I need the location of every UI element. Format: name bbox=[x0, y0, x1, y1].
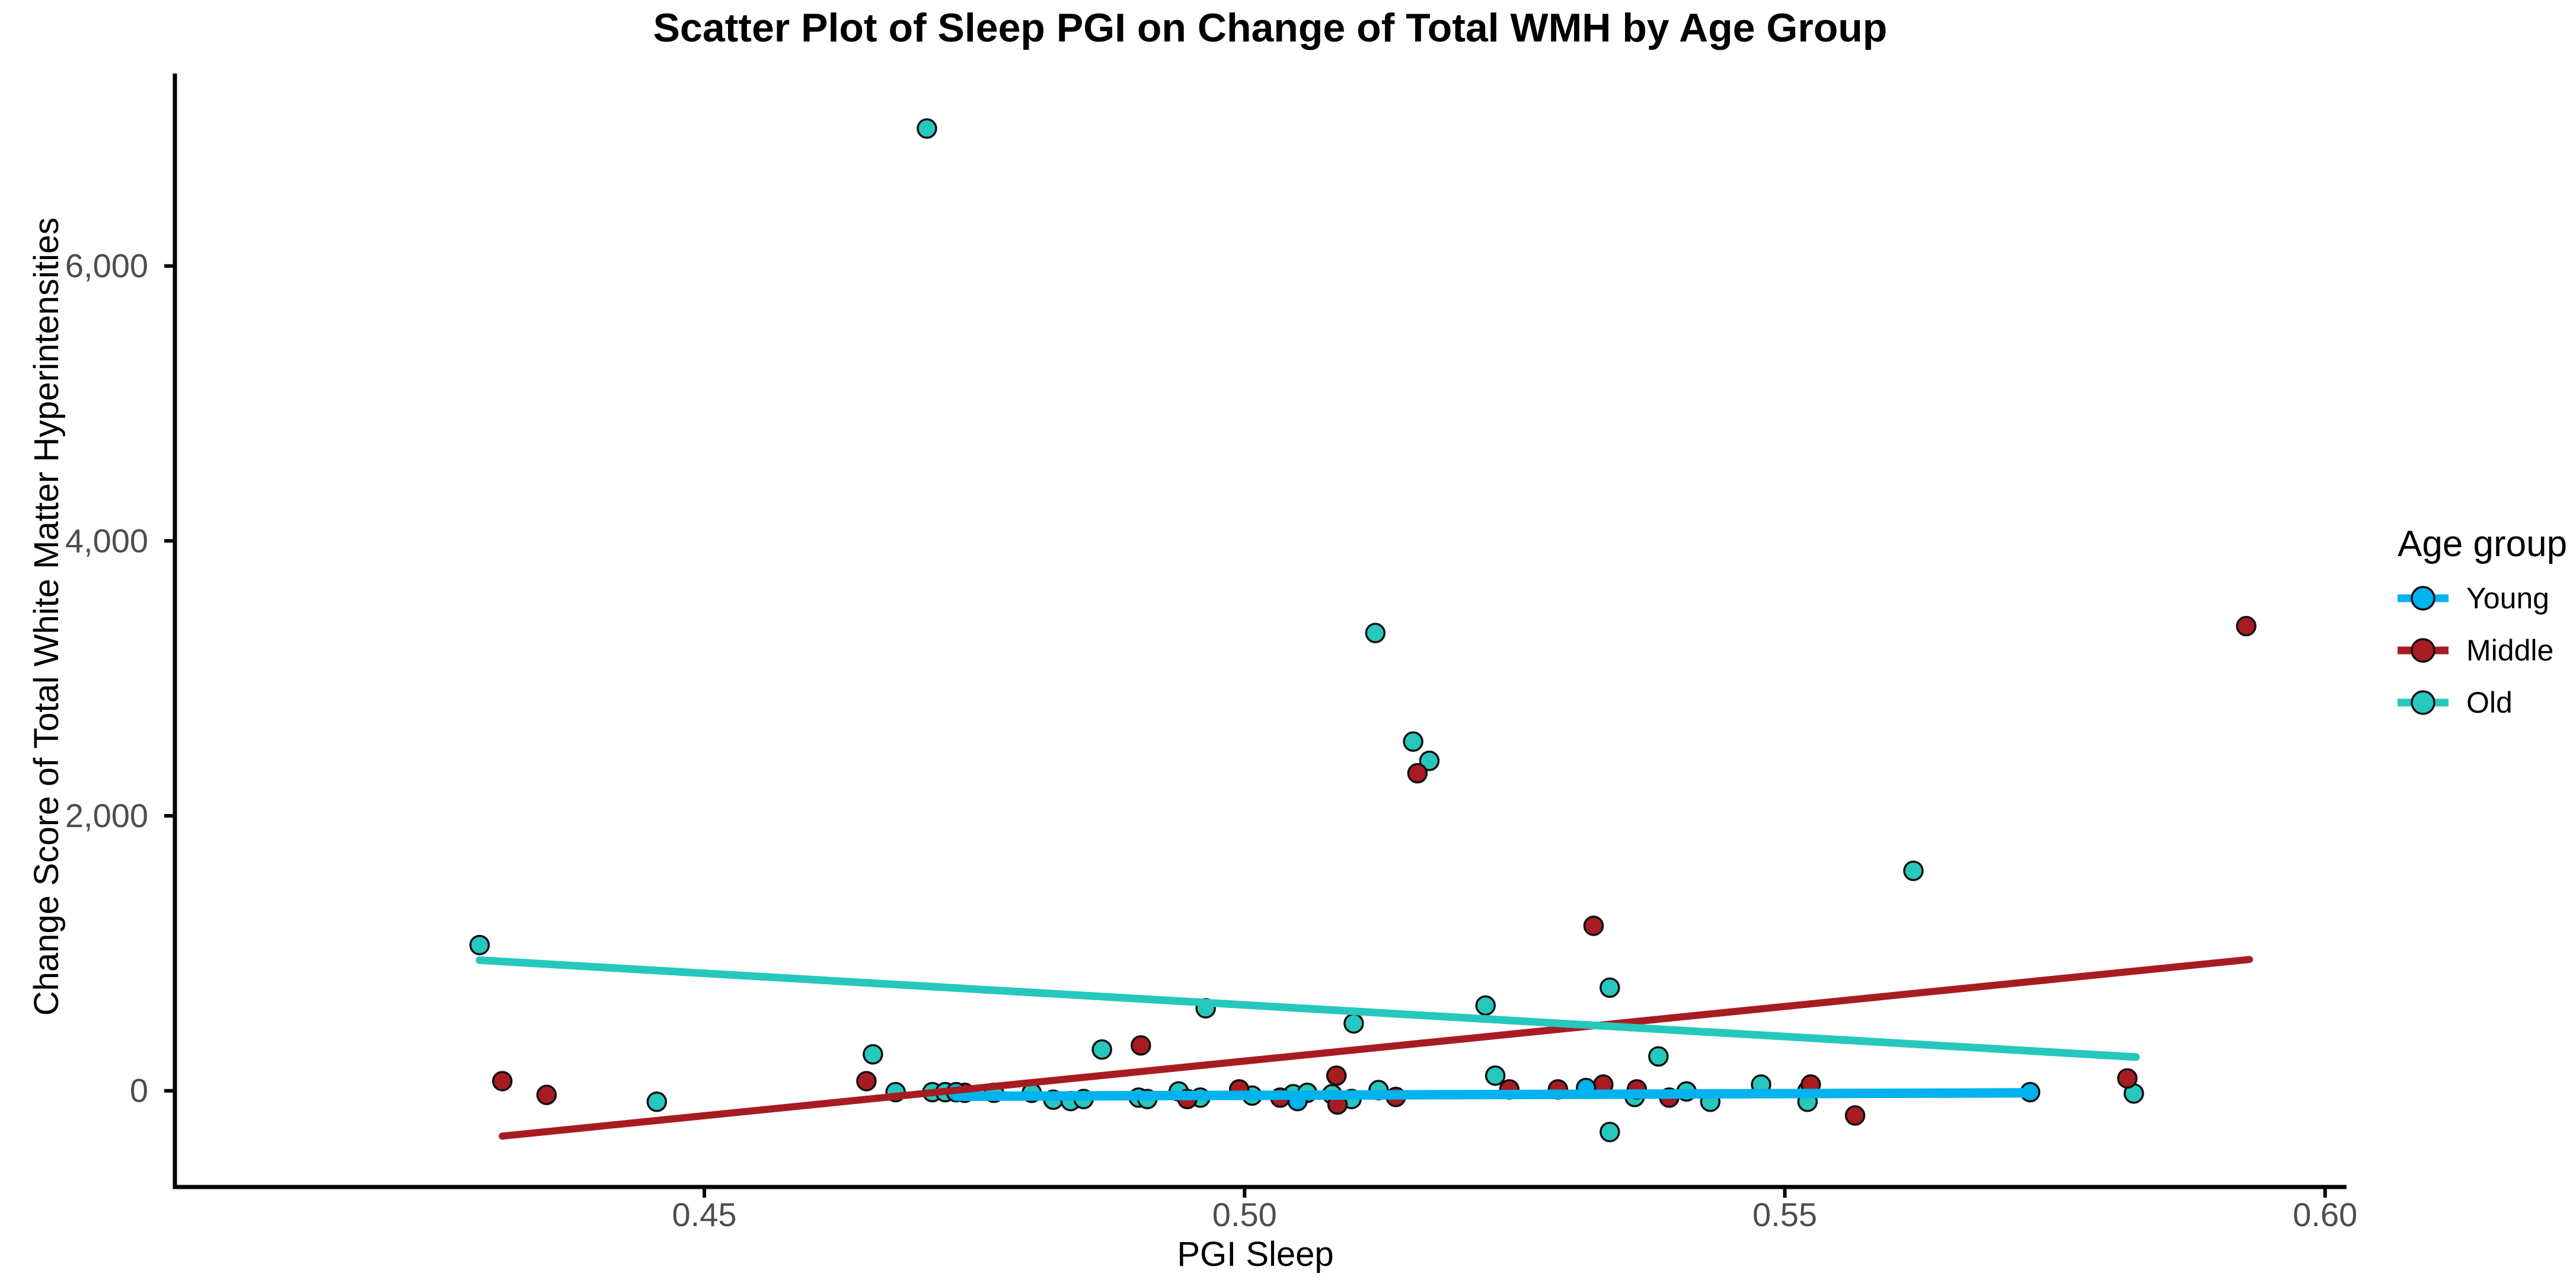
data-point-middle bbox=[1131, 1035, 1151, 1056]
data-point-old bbox=[1091, 1039, 1112, 1060]
legend-title: Age group bbox=[2398, 524, 2568, 564]
data-point-old bbox=[1343, 1013, 1364, 1034]
legend-key-icon bbox=[2398, 690, 2449, 715]
data-point-old bbox=[1403, 731, 1423, 752]
data-point-old bbox=[863, 1044, 883, 1065]
y-tick-label: 0 bbox=[130, 1072, 148, 1109]
y-tick-label: 2,000 bbox=[65, 797, 148, 834]
data-point-old bbox=[1600, 1122, 1620, 1143]
legend-entry-young: Young bbox=[2398, 582, 2567, 615]
data-point-middle bbox=[1583, 915, 1604, 936]
legend-key-icon bbox=[2398, 638, 2449, 663]
x-tick-label: 0.45 bbox=[672, 1196, 737, 1233]
trend-line-middle bbox=[499, 956, 2253, 1140]
data-point-middle bbox=[491, 1071, 513, 1092]
legend-key-icon bbox=[2398, 586, 2449, 611]
data-point-old bbox=[469, 934, 490, 956]
x-tick-label: 0.55 bbox=[1753, 1196, 1817, 1233]
data-point-middle bbox=[2117, 1068, 2138, 1089]
data-point-old bbox=[1648, 1046, 1669, 1067]
data-point-old bbox=[917, 118, 937, 139]
data-point-middle bbox=[856, 1071, 877, 1092]
data-point-old bbox=[646, 1092, 668, 1112]
x-axis-title: PGI Sleep bbox=[1177, 1235, 1334, 1274]
legend-label: Young bbox=[2466, 582, 2549, 615]
legend-label: Middle bbox=[2466, 634, 2554, 667]
trend-line-young bbox=[951, 1088, 2035, 1101]
legend-label: Old bbox=[2466, 686, 2513, 719]
data-point-old bbox=[1600, 977, 1620, 998]
x-tick-label: 0.60 bbox=[2293, 1196, 2357, 1233]
data-point-old bbox=[1475, 995, 1496, 1016]
data-point-middle bbox=[2236, 615, 2256, 637]
data-point-middle bbox=[536, 1084, 557, 1105]
y-tick-label: 6,000 bbox=[65, 247, 148, 285]
y-axis-title: Change Score of Total White Matter Hyper… bbox=[27, 217, 66, 1016]
y-tick-label: 4,000 bbox=[65, 522, 148, 559]
data-point-old bbox=[1903, 860, 1924, 881]
legend-entry-old: Old bbox=[2398, 686, 2567, 719]
trend-line-old bbox=[475, 956, 2140, 1061]
legend: Age group Young Middle Old bbox=[2398, 523, 2567, 742]
legend-entry-middle: Middle bbox=[2398, 634, 2567, 667]
data-point-middle bbox=[1844, 1105, 1866, 1126]
data-point-old bbox=[1365, 623, 1386, 643]
legend-entries: Young Middle Old bbox=[2398, 582, 2567, 719]
data-point-middle bbox=[1407, 762, 1428, 784]
data-point-old bbox=[1419, 751, 1440, 771]
data-point-old bbox=[1485, 1065, 1506, 1086]
plot-title: Scatter Plot of Sleep PGI on Change of T… bbox=[653, 5, 1888, 50]
data-point-middle bbox=[1326, 1065, 1347, 1086]
x-tick-label: 0.50 bbox=[1212, 1196, 1277, 1233]
